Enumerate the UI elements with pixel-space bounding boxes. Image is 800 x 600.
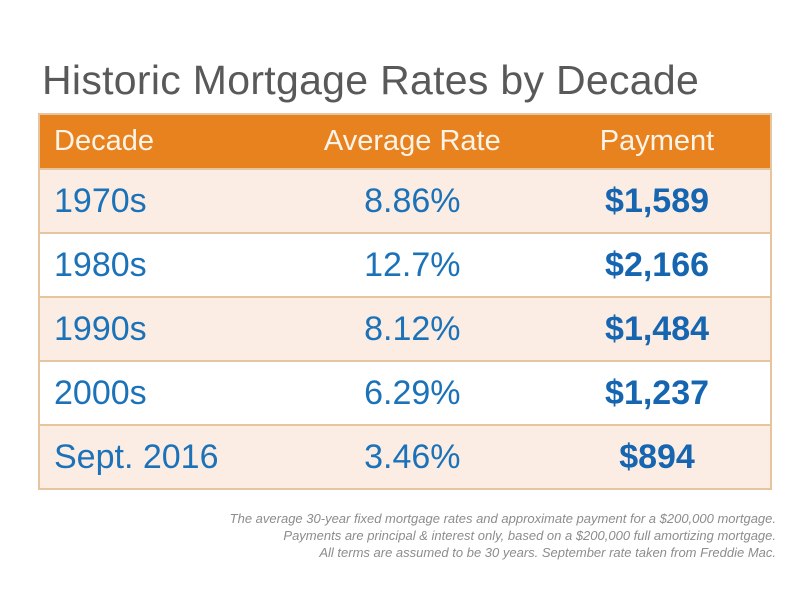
- column-header-payment: Payment: [544, 114, 771, 169]
- payment-cell: $1,484: [544, 296, 771, 361]
- decade-cell: Sept. 2016: [39, 424, 281, 489]
- table-row: 2000s 6.29% $1,237: [39, 360, 771, 425]
- table-row: Sept. 2016 3.46% $894: [39, 424, 771, 489]
- rate-cell: 3.46%: [280, 424, 545, 489]
- mortgage-rates-table: Decade Average Rate Payment 1970s 8.86% …: [38, 113, 772, 490]
- footnote-line: Payments are principal & interest only, …: [283, 528, 776, 543]
- rate-cell: 8.86%: [280, 168, 545, 233]
- table-header-row: Decade Average Rate Payment: [39, 114, 771, 169]
- payment-cell: $1,589: [544, 168, 771, 233]
- table-row: 1990s 8.12% $1,484: [39, 296, 771, 361]
- rate-cell: 6.29%: [280, 360, 545, 425]
- column-header-decade: Decade: [39, 114, 281, 169]
- decade-cell: 1990s: [39, 296, 281, 361]
- footnote-line: All terms are assumed to be 30 years. Se…: [319, 545, 776, 560]
- footnote: The average 30-year fixed mortgage rates…: [230, 510, 776, 561]
- table-header: Decade Average Rate Payment: [39, 114, 771, 169]
- table-row: 1970s 8.86% $1,589: [39, 168, 771, 233]
- footnote-line: The average 30-year fixed mortgage rates…: [229, 511, 776, 526]
- payment-cell: $2,166: [544, 232, 771, 297]
- page-title: Historic Mortgage Rates by Decade: [42, 57, 700, 104]
- decade-cell: 2000s: [39, 360, 281, 425]
- table-body: 1970s 8.86% $1,589 1980s 12.7% $2,166 19…: [39, 168, 771, 489]
- decade-cell: 1980s: [39, 232, 281, 297]
- rate-cell: 12.7%: [280, 232, 545, 297]
- rate-cell: 8.12%: [280, 296, 545, 361]
- payment-cell: $894: [544, 424, 771, 489]
- decade-cell: 1970s: [39, 168, 281, 233]
- table-row: 1980s 12.7% $2,166: [39, 232, 771, 297]
- column-header-rate: Average Rate: [280, 114, 545, 169]
- payment-cell: $1,237: [544, 360, 771, 425]
